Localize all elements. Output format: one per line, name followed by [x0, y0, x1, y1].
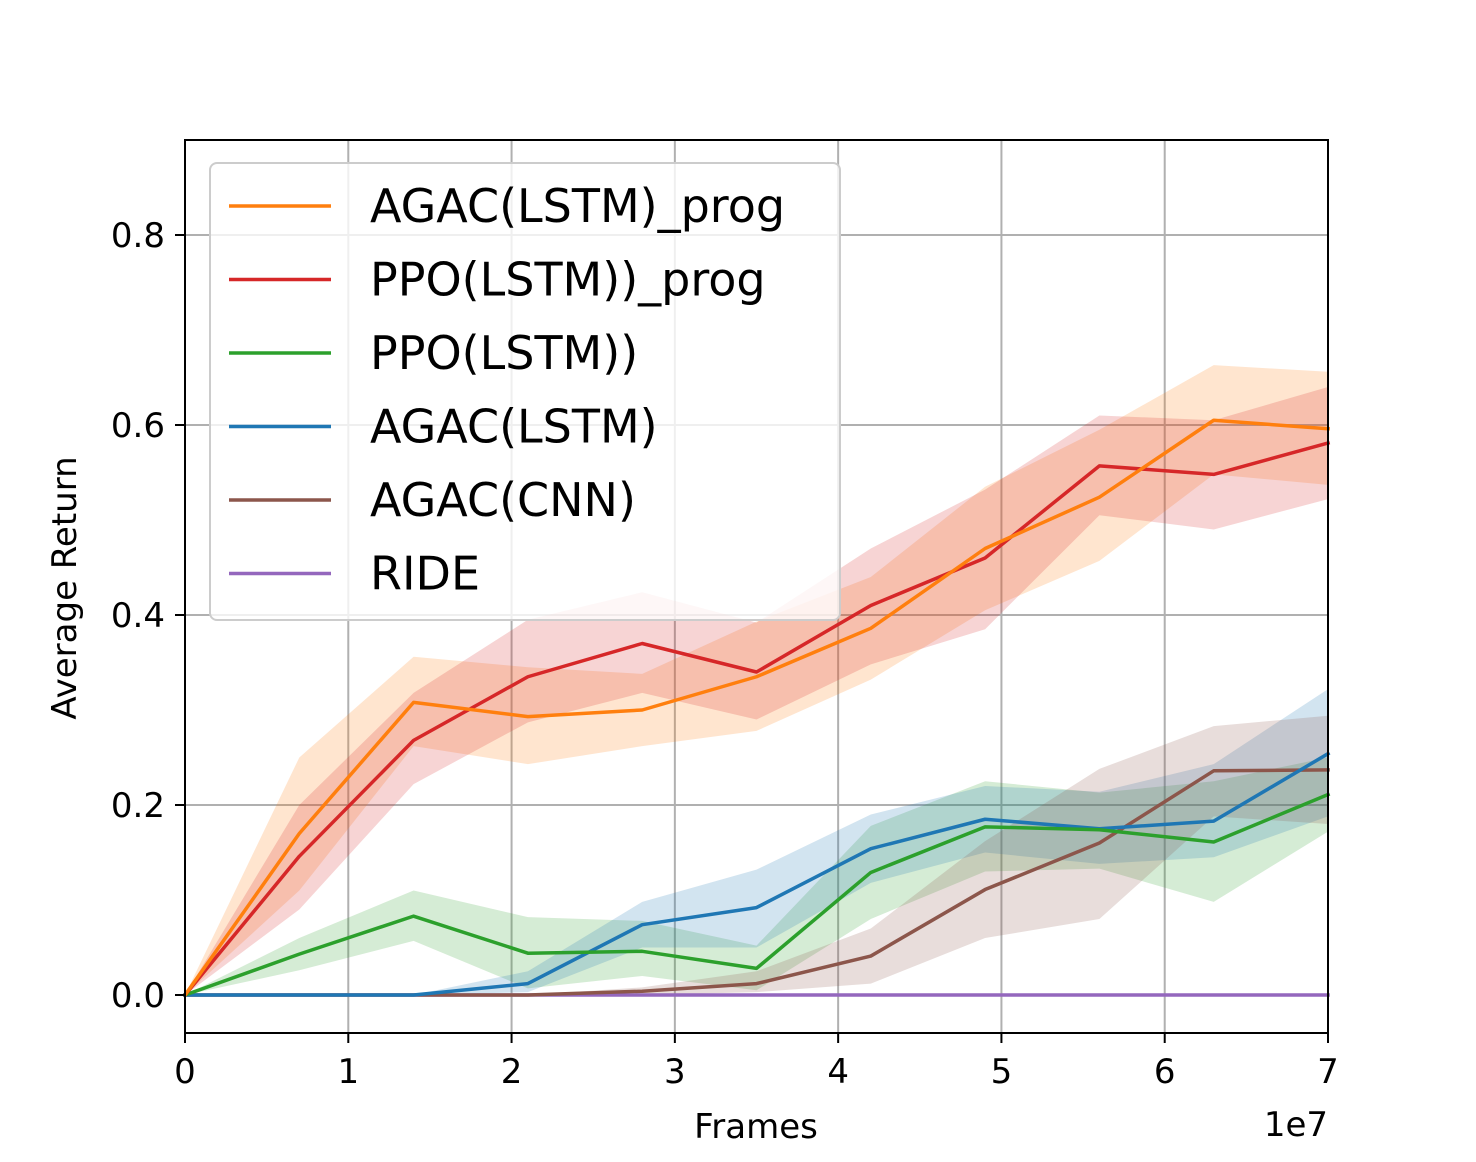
line-agac-lstm-prog — [182, 418, 1330, 998]
y-axis-label: Average Return — [45, 456, 85, 719]
x-tick-label: 7 — [1317, 1052, 1339, 1092]
legend-label-agac-lstm-prog: AGAC(LSTM)_prog — [370, 179, 785, 233]
legend-label-ppo-lstm: PPO(LSTM)) — [370, 326, 638, 380]
x-axis-label: Frames — [694, 1107, 818, 1147]
axis-ticks: 0 1 2 3 4 5 6 7 0.0 0.2 0.4 0.6 0.8 — [111, 216, 1339, 1092]
legend-label-ride: RIDE — [370, 547, 480, 601]
y-tick-label: 0.2 — [111, 786, 165, 826]
band-agac-cnn — [185, 715, 1328, 995]
x-tick-label: 2 — [501, 1052, 523, 1092]
series-lines — [182, 418, 1331, 998]
x-tick-label: 6 — [1154, 1052, 1176, 1092]
band-ppo-lstm-prog — [185, 387, 1328, 995]
y-tick-label: 0.0 — [111, 976, 165, 1016]
legend-box — [209, 162, 841, 621]
x-tick-label: 3 — [664, 1052, 686, 1092]
legend-label-ppo-lstm-prog: PPO(LSTM))_prog — [370, 253, 766, 307]
legend-label-agac-lstm: AGAC(LSTM) — [370, 400, 658, 454]
legend-label-agac-cnn: AGAC(CNN) — [370, 473, 636, 527]
line-agac-lstm — [183, 751, 1331, 997]
x-tick-label: 1 — [337, 1052, 359, 1092]
y-tick-label: 0.4 — [111, 596, 165, 636]
x-tick-label: 5 — [991, 1052, 1013, 1092]
x-tick-label: 4 — [827, 1052, 849, 1092]
x-tick-label: 0 — [174, 1052, 196, 1092]
line-ppo-lstm-prog — [182, 440, 1331, 998]
legend: AGAC(LSTM)_prog PPO(LSTM))_prog PPO(LSTM))… — [209, 162, 841, 621]
plot-frame — [184, 139, 1329, 1034]
y-tick-label: 0.6 — [111, 406, 165, 446]
line-ppo-lstm — [182, 792, 1331, 998]
y-tick-label: 0.8 — [111, 216, 165, 256]
x-axis-offset-label: 1e7 — [1264, 1105, 1328, 1145]
